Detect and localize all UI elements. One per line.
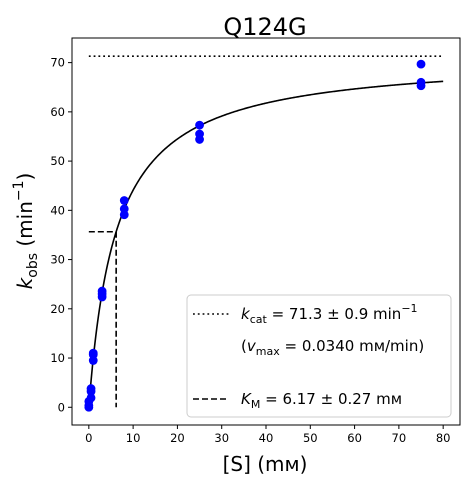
data-point bbox=[97, 286, 107, 296]
data-point bbox=[86, 384, 96, 393]
data-point bbox=[195, 129, 204, 139]
x-tick-label: 30 bbox=[214, 431, 229, 445]
data-point bbox=[119, 204, 129, 214]
legend-km-label: KM = 6.17 ± 0.27 mᴍ bbox=[241, 390, 402, 411]
y-axis-label: kobs (min−1) bbox=[11, 173, 41, 290]
x-axis-label: [S] (mᴍ) bbox=[223, 452, 308, 476]
legend: kcat = 71.3 ± 0.9 min−1 (vmax = 0.0340 m… bbox=[186, 294, 452, 418]
x-tick-label: 40 bbox=[259, 431, 274, 445]
legend-vmax-label: (vmax = 0.0340 mᴍ/min) bbox=[241, 337, 424, 358]
x-tick-label: 50 bbox=[303, 431, 318, 445]
y-tick-label: 20 bbox=[50, 302, 65, 316]
y-axis-label-unit: (min bbox=[13, 201, 37, 253]
y-tick-label: 0 bbox=[58, 400, 65, 414]
data-point bbox=[84, 400, 94, 410]
y-tick-label: 50 bbox=[50, 154, 65, 168]
data-point bbox=[119, 196, 129, 205]
legend-box bbox=[186, 294, 452, 418]
y-axis-label-sup: −1 bbox=[11, 180, 27, 201]
x-tick-label: 20 bbox=[170, 431, 185, 445]
data-point bbox=[416, 59, 426, 69]
x-tick-label: 10 bbox=[126, 431, 141, 445]
y-tick-label: 30 bbox=[50, 253, 65, 267]
x-axis: 0 10 20 30 40 50 60 70 80 bbox=[85, 425, 450, 445]
y-axis-label-sub: obs bbox=[25, 253, 41, 278]
y-axis: 0 10 20 30 40 50 60 70 bbox=[50, 56, 72, 414]
data-point bbox=[195, 120, 204, 130]
legend-kcat-label: kcat = 71.3 ± 0.9 min−1 bbox=[241, 302, 418, 326]
plot-area bbox=[84, 55, 444, 412]
x-tick-label: 80 bbox=[436, 431, 451, 445]
y-tick-label: 10 bbox=[50, 351, 65, 365]
y-axis-label-close: ) bbox=[13, 173, 37, 181]
y-tick-label: 70 bbox=[50, 56, 65, 70]
y-tick-label: 40 bbox=[50, 203, 65, 217]
x-tick-label: 60 bbox=[347, 431, 362, 445]
chart-title: Q124G bbox=[223, 13, 306, 41]
data-point bbox=[88, 348, 98, 358]
y-axis-label-k: k bbox=[13, 276, 37, 289]
x-tick-label: 0 bbox=[85, 431, 92, 445]
y-tick-label: 60 bbox=[50, 105, 65, 119]
data-point bbox=[416, 77, 426, 87]
x-tick-label: 70 bbox=[392, 431, 407, 445]
fit-curve bbox=[88, 80, 444, 408]
data-point bbox=[86, 393, 96, 403]
